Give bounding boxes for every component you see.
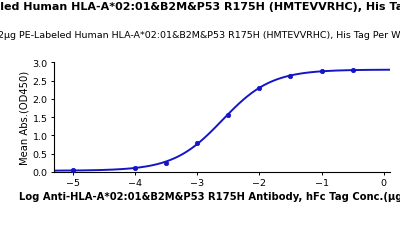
Y-axis label: Mean Abs.(OD450): Mean Abs.(OD450) [20,71,30,164]
Text: 0.2μg PE-Labeled Human HLA-A*02:01&B2M&P53 R175H (HMTEVVRHC), His Tag Per Well: 0.2μg PE-Labeled Human HLA-A*02:01&B2M&P… [0,30,400,39]
Text: PE-Labeled Human HLA-A*02:01&B2M&P53 R175H (HMTEVVRHC), His Tag ELISA: PE-Labeled Human HLA-A*02:01&B2M&P53 R17… [0,2,400,12]
X-axis label: Log Anti-HLA-A*02:01&B2M&P53 R175H Antibody, hFc Tag Conc.(μg/ml): Log Anti-HLA-A*02:01&B2M&P53 R175H Antib… [19,191,400,201]
